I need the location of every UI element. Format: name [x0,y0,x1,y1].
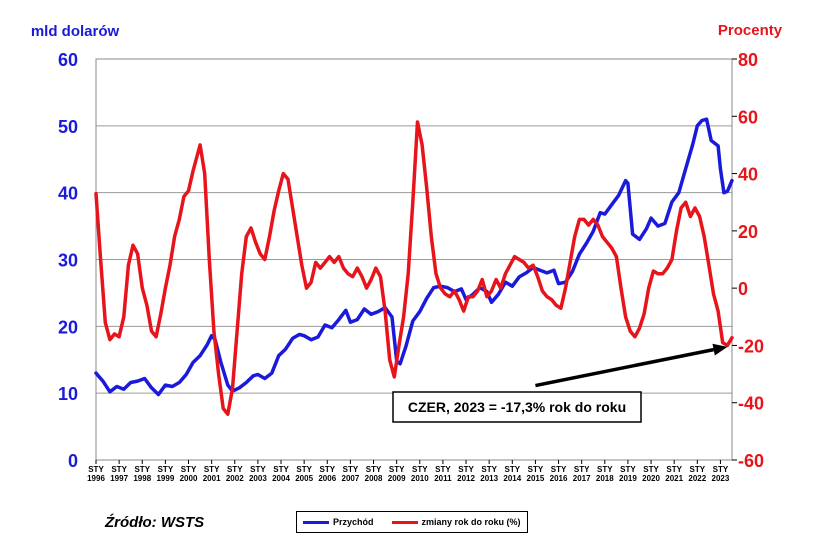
left-axis-ticks: 0 10 20 30 40 50 60 [58,50,78,471]
annotation-box [392,391,642,423]
x-tick-year-10: 2006 [318,474,336,483]
x-tick-month-10: STY [319,465,335,474]
series-lines [94,117,734,416]
plot-area [95,58,733,461]
x-tick-month-7: STY [250,465,266,474]
x-tick-year-18: 2014 [503,474,521,483]
x-tick-month-21: STY [574,465,590,474]
x-tick-year-8: 2004 [272,474,290,483]
annotation-text: CZER, 2023 = -17,3% rok do roku [408,399,626,415]
legend-item-revenue: Przychód [303,517,374,527]
series-line-0 [94,117,734,397]
x-tick-month-15: STY [435,465,451,474]
source-note: Źródło: WSTS [105,514,205,531]
x-tick-month-9: STY [296,465,312,474]
x-tick-month-12: STY [366,465,382,474]
x-tick-month-20: STY [551,465,567,474]
gridlines [96,58,732,394]
left-tick-label-6: 60 [58,50,78,70]
x-tick-year-5: 2001 [203,474,221,483]
x-tick-year-13: 2009 [388,474,406,483]
x-tick-year-3: 1999 [156,474,174,483]
right-tick-label-0: -60 [738,451,764,471]
x-tick-month-1: STY [111,465,127,474]
legend-label-yoy: zmiany rok do roku (%) [421,517,521,527]
right-axis-ticks: -60 -40 -20 0 20 40 60 80 [732,50,764,471]
legend-label-revenue: Przychód [333,517,374,527]
right-tick-label-4: 20 [738,222,758,242]
x-tick-year-12: 2008 [365,474,383,483]
x-tick-month-22: STY [597,465,613,474]
series-line-1 [94,120,734,416]
x-tick-month-19: STY [528,465,544,474]
x-tick-month-27: STY [713,465,729,474]
x-tick-year-11: 2007 [342,474,360,483]
left-tick-label-3: 30 [58,251,78,271]
right-tick-label-7: 80 [738,50,758,70]
x-tick-year-0: 1996 [87,474,105,483]
x-tick-year-21: 2017 [573,474,591,483]
x-tick-year-17: 2013 [480,474,498,483]
left-tick-label-2: 20 [58,317,78,337]
x-tick-month-6: STY [227,465,243,474]
x-tick-year-25: 2021 [665,474,683,483]
x-tick-year-4: 2000 [180,474,198,483]
legend-swatch-yoy [391,520,418,524]
x-tick-year-27: 2023 [712,474,730,483]
right-axis-title: Procenty [718,22,783,39]
x-tick-month-23: STY [620,465,636,474]
x-tick-month-24: STY [643,465,659,474]
left-tick-label-1: 10 [58,384,78,404]
x-tick-month-16: STY [458,465,474,474]
right-tick-label-3: 0 [738,279,748,299]
left-tick-label-5: 50 [58,117,78,137]
x-tick-month-13: STY [389,465,405,474]
x-tick-month-3: STY [158,465,174,474]
x-tick-month-25: STY [666,465,682,474]
right-tick-label-1: -40 [738,394,764,414]
right-tick-label-2: -20 [738,336,764,356]
x-tick-month-8: STY [273,465,289,474]
x-tick-month-4: STY [181,465,197,474]
x-tick-month-11: STY [343,465,359,474]
x-tick-year-9: 2005 [295,474,313,483]
x-tick-year-24: 2020 [642,474,660,483]
x-tick-month-0: STY [88,465,104,474]
x-tick-month-14: STY [412,465,428,474]
x-tick-month-18: STY [505,465,521,474]
annotation-arrow [535,347,714,388]
legend: Przychód zmiany rok do roku (%) [296,511,528,533]
legend-item-yoy: zmiany rok do roku (%) [391,517,521,527]
x-tick-year-15: 2011 [434,474,452,483]
left-tick-label-0: 0 [68,451,78,471]
x-tick-year-19: 2015 [527,474,545,483]
left-axis-title: mld dolarów [31,23,120,40]
x-tick-year-6: 2002 [226,474,244,483]
annotation-arrowhead [712,343,728,356]
annotation: CZER, 2023 = -17,3% rok do roku [392,343,728,423]
right-tick-label-6: 60 [738,107,758,127]
legend-swatch-revenue [303,520,329,524]
x-tick-year-7: 2003 [249,474,267,483]
x-tick-year-26: 2022 [688,474,706,483]
x-tick-year-2: 1998 [133,474,151,483]
x-tick-year-14: 2010 [411,474,429,483]
left-tick-label-4: 40 [58,184,78,204]
x-tick-year-1: 1997 [110,474,128,483]
x-tick-year-23: 2019 [619,474,637,483]
x-tick-year-20: 2016 [550,474,568,483]
x-tick-month-26: STY [690,465,706,474]
right-tick-label-5: 40 [738,165,758,185]
x-tick-month-17: STY [481,465,497,474]
x-tick-month-2: STY [134,465,150,474]
x-tick-year-22: 2018 [596,474,614,483]
x-tick-year-16: 2012 [457,474,475,483]
x-axis-ticks: STY1996STY1997STY1998STY1999STY2000STY20… [87,460,730,483]
x-tick-month-5: STY [204,465,220,474]
